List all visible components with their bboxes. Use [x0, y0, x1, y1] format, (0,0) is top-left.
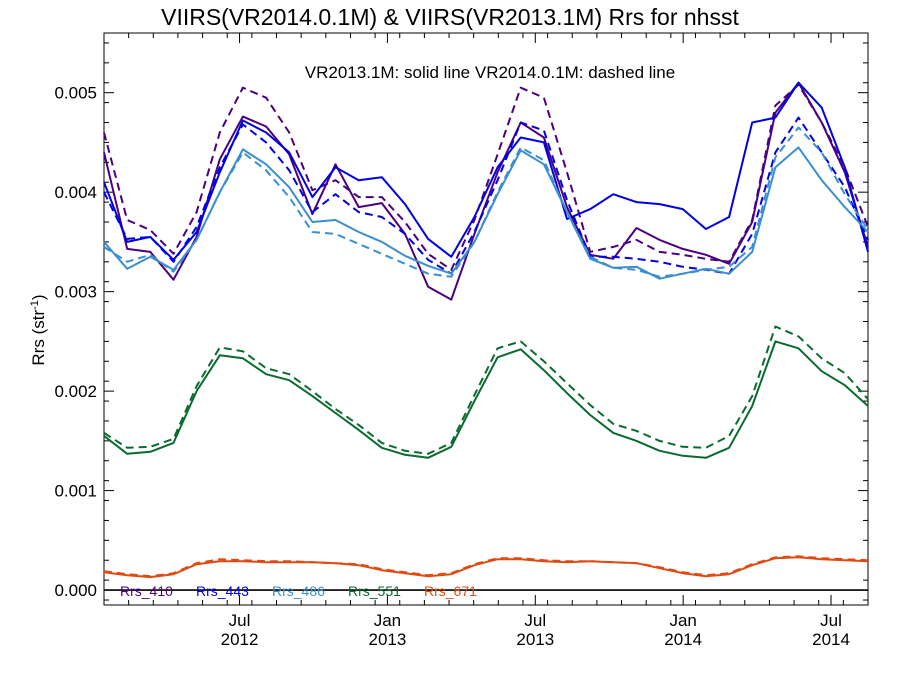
y-axis-label: Rrs (str-1) [29, 294, 48, 365]
x-tick-month: Jul [820, 611, 842, 630]
legend-item-rrs-410: Rrs_410 [120, 583, 173, 599]
y-tick-label: 0.000 [54, 581, 97, 600]
line-style-annotation: VR2013.1M: solid line VR2014.0.1M: dashe… [305, 63, 675, 82]
y-tick-label: 0.001 [54, 482, 97, 501]
series-line-rrs-486-dashed [103, 126, 869, 278]
y-tick-label: 0.003 [54, 283, 97, 302]
x-tick-month: Jan [374, 611, 401, 630]
x-tick-month: Jan [669, 611, 696, 630]
x-tick-month: Jul [524, 611, 546, 630]
legend-item-rrs-671: Rrs_671 [424, 583, 477, 599]
series-line-rrs-671-dashed [103, 555, 869, 578]
legend: Rrs_410 Rrs_443 Rrs_486 Rrs_551 Rrs_671 [120, 583, 477, 599]
legend-item-rrs-486: Rrs_486 [272, 583, 325, 599]
chart-title: VIIRS(VR2014.0.1M) & VIIRS(VR2013.1M) Rr… [161, 4, 739, 30]
series-line-rrs-410-dashed [103, 83, 869, 271]
legend-item-rrs-551: Rrs_551 [348, 583, 401, 599]
legend-item-rrs-443: Rrs_443 [196, 583, 249, 599]
x-tick-year: 2013 [369, 630, 407, 649]
x-tick-month: Jul [229, 611, 251, 630]
series-line-rrs-551-solid [103, 340, 869, 459]
series-layer [103, 81, 869, 579]
y-tick-label: 0.004 [54, 183, 97, 202]
plot-frame [103, 32, 869, 606]
y-axis: 0.000 0.001 0.002 0.003 0.004 0.005 [54, 42, 868, 601]
y-tick-label: 0.002 [54, 382, 97, 401]
plot-border [103, 32, 869, 606]
series-line-rrs-443-dashed [103, 116, 869, 275]
x-tick-year: 2013 [516, 630, 554, 649]
y-tick-label: 0.005 [54, 84, 97, 103]
x-tick-year: 2014 [664, 630, 702, 649]
series-line-rrs-551-dashed [103, 325, 869, 455]
x-tick-year: 2014 [812, 630, 850, 649]
x-tick-year: 2012 [221, 630, 259, 649]
